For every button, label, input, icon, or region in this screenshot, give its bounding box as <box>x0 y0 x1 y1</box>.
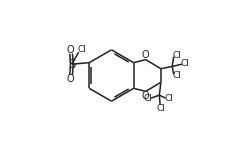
Text: Cl: Cl <box>78 45 86 54</box>
Text: Cl: Cl <box>172 51 181 60</box>
Text: Cl: Cl <box>157 104 165 113</box>
Text: O: O <box>142 50 150 60</box>
Text: S: S <box>68 58 75 71</box>
Text: O: O <box>66 45 74 55</box>
Text: Cl: Cl <box>172 71 181 80</box>
Text: Cl: Cl <box>164 94 173 103</box>
Text: O: O <box>66 74 74 84</box>
Text: O: O <box>142 91 150 101</box>
Text: Cl: Cl <box>181 59 190 68</box>
Text: Cl: Cl <box>143 94 152 103</box>
